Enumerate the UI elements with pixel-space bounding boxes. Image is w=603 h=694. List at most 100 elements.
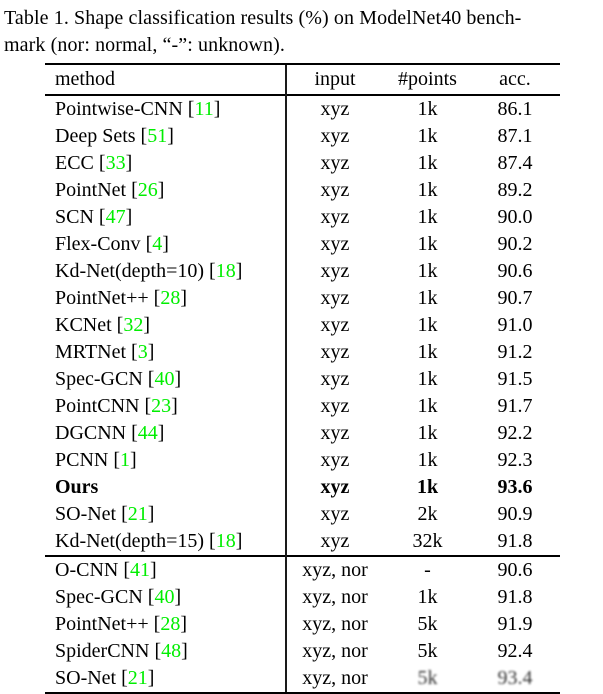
citation-number: 21 <box>127 503 148 525</box>
citation-bracket-open: [ <box>98 152 106 174</box>
citation-bracket-close: ] <box>174 586 182 608</box>
method-name: DGCNN <box>55 422 127 444</box>
accuracy-cell: 91.8 <box>497 586 533 608</box>
method-cell: Kd-Net(depth=15) [18] <box>45 530 285 553</box>
citation-bracket-open: [ <box>209 530 216 552</box>
points-cell: 1k <box>417 422 438 444</box>
input-cell: xyz <box>320 341 350 363</box>
method-cell: Ours <box>45 476 285 499</box>
points-cell: 1k <box>417 179 438 201</box>
points-cell: 2k <box>417 503 438 525</box>
table-row: SO-Net [21] xyz, nor 5k 93.4 <box>45 665 560 692</box>
citation-number: 1 <box>120 449 131 471</box>
citation-bracket-close: ] <box>147 341 155 363</box>
method-name: Pointwise-CNN <box>55 98 183 120</box>
citation-number: 21 <box>127 667 148 689</box>
accuracy-cell: 86.1 <box>497 98 533 120</box>
input-cell: xyz <box>320 422 350 444</box>
citation-number: 11 <box>194 98 214 120</box>
table-row: Flex-Conv [4] xyz 1k 90.2 <box>45 231 560 258</box>
table-row: SCN [47] xyz 1k 90.0 <box>45 204 560 231</box>
method-name: SO-Net <box>55 503 117 525</box>
points-cell: 5k <box>417 667 438 689</box>
accuracy-cell: 89.2 <box>497 179 533 201</box>
accuracy-cell: 90.2 <box>497 233 533 255</box>
citation-number: 33 <box>105 152 126 174</box>
method-cell: MRTNet [3] <box>45 341 285 364</box>
table-caption-line-2: mark (nor: normal, “-”: unknown). <box>4 34 285 56</box>
citation-bracket-close: ] <box>235 260 243 282</box>
citation-bracket-open: [ <box>121 503 128 525</box>
input-cell: xyz <box>320 530 350 552</box>
table-row: PointNet++ [28] xyz, nor 5k 91.9 <box>45 611 560 638</box>
citation: [11] <box>188 98 221 120</box>
input-cell: xyz <box>320 368 350 390</box>
table-row: PointNet++ [28] xyz 1k 90.7 <box>45 285 560 312</box>
method-name: SCN <box>55 206 94 228</box>
input-cell: xyz <box>320 503 350 525</box>
citation-bracket-open: [ <box>209 260 216 282</box>
points-cell: - <box>424 559 431 581</box>
citation-bracket-close: ] <box>171 395 178 417</box>
table-row: Pointwise-CNN [11] xyz 1k 86.1 <box>45 96 560 123</box>
accuracy-cell: 87.1 <box>497 125 533 147</box>
input-cell: xyz <box>320 179 350 201</box>
points-cell: 1k <box>417 341 438 363</box>
method-name: PointNet <box>55 179 127 201</box>
citation-number: 26 <box>137 179 158 201</box>
table-group-2: O-CNN [41] xyz, nor -90.6 Spec-GCN [40] xyz, n… <box>45 555 560 692</box>
citation-bracket-close: ] <box>162 233 169 255</box>
citation: [32] <box>117 314 150 336</box>
method-cell: SO-Net [21] <box>45 667 285 690</box>
method-cell: Deep Sets [51] <box>45 125 285 148</box>
citation: [40] <box>148 368 181 390</box>
input-cell: xyz <box>320 314 350 336</box>
input-cell: xyz <box>320 449 350 471</box>
citation-bracket-close: ] <box>174 368 182 390</box>
points-cell: 1k <box>416 476 439 498</box>
citation-bracket-close: ] <box>157 422 165 444</box>
table-row: Kd-Net(depth=10) [18] xyz 1k 90.6 <box>45 258 560 285</box>
points-cell: 1k <box>417 314 438 336</box>
method-name: PointNet++ <box>55 287 149 309</box>
citation-number: 51 <box>147 125 168 147</box>
accuracy-cell: 91.7 <box>497 395 533 417</box>
input-cell: xyz <box>320 476 350 498</box>
method-cell: Kd-Net(depth=10) [18] <box>45 260 285 283</box>
method-cell: PointNet++ [28] <box>45 287 285 310</box>
accuracy-cell: 90.6 <box>497 559 533 581</box>
accuracy-cell: 92.4 <box>497 640 533 662</box>
citation-number: 47 <box>105 206 126 228</box>
table-caption: Table 1. Shape classification results (%… <box>0 0 603 59</box>
method-cell: Flex-Conv [4] <box>45 233 285 256</box>
table-caption-line-1: Table 1. Shape classification results (%… <box>4 7 522 29</box>
table-row: PointCNN [23] xyz 1k 91.7 <box>45 393 560 420</box>
method-name: PointNet++ <box>55 613 149 635</box>
input-cell: xyz, nor <box>302 613 368 635</box>
citation-bracket-close: ] <box>147 503 155 525</box>
input-cell: xyz, nor <box>302 559 368 581</box>
citation: [51] <box>141 125 174 147</box>
input-cell: xyz <box>320 287 350 309</box>
citation-bracket-close: ] <box>143 314 151 336</box>
header-points: #points <box>398 68 457 90</box>
citation-number: 28 <box>160 613 181 635</box>
method-cell: ECC [33] <box>45 152 285 175</box>
citation-bracket-close: ] <box>157 179 165 201</box>
citation: [41] <box>123 559 156 581</box>
citation-bracket-open: [ <box>113 449 121 471</box>
method-cell: KCNet [32] <box>45 314 285 337</box>
citation-bracket-open: [ <box>140 125 148 147</box>
accuracy-cell: 87.4 <box>497 152 533 174</box>
accuracy-cell: 90.0 <box>497 206 533 228</box>
accuracy-cell: 93.4 <box>497 667 533 689</box>
citation: [47] <box>99 206 132 228</box>
input-cell: xyz <box>320 395 350 417</box>
citation-bracket-open: [ <box>147 368 155 390</box>
input-cell: xyz <box>320 260 350 282</box>
table-row: PointNet [26] xyz 1k 89.2 <box>45 177 560 204</box>
table-row: Spec-GCN [40] xyz 1k 91.5 <box>45 366 560 393</box>
citation-bracket-open: [ <box>123 559 131 581</box>
method-name: Spec-GCN <box>55 586 143 608</box>
method-cell: PointCNN [23] <box>45 395 285 418</box>
